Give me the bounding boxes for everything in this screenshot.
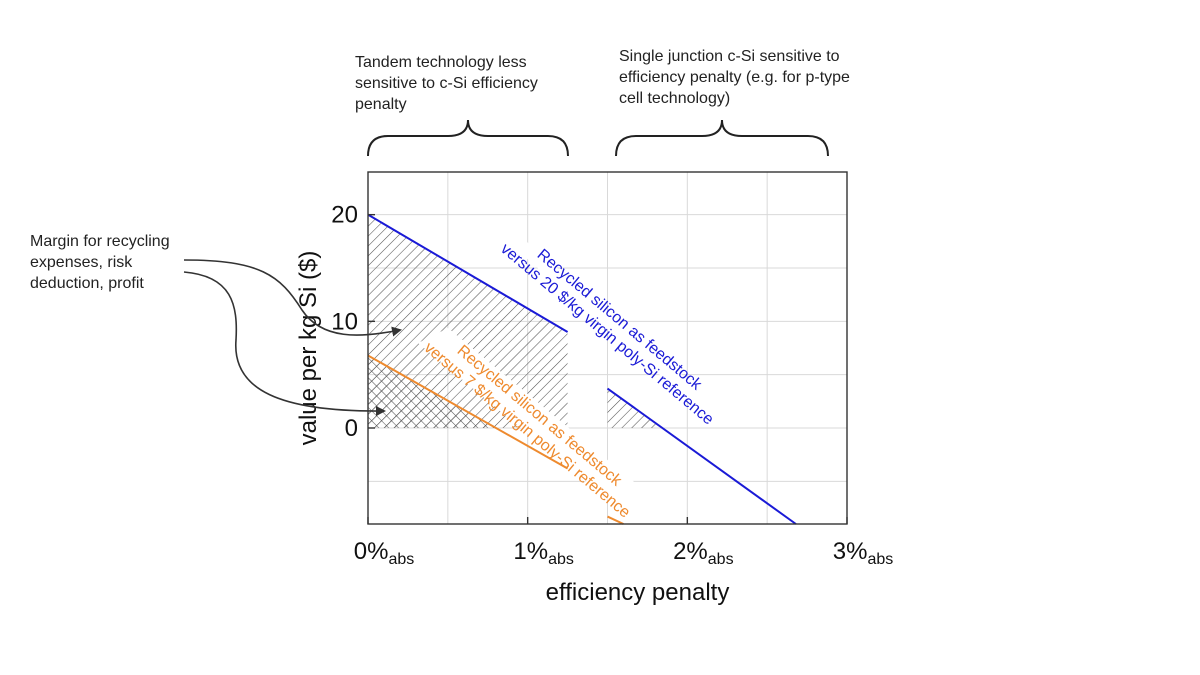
- margin-arrow-lower: [183, 271, 386, 417]
- single-junction-annotation: Single junction c-Si sensitive to effici…: [619, 48, 850, 108]
- y-tick-label: 10: [331, 308, 358, 335]
- single-junction-brace: [615, 119, 829, 157]
- x-tick-label: 1%abs: [513, 538, 573, 568]
- tandem-annotation: Tandem technology less sensitive to c-Si…: [355, 54, 538, 114]
- series-line-blue: [606, 387, 797, 525]
- series-line-blue: [367, 213, 569, 333]
- y-axis-label: value per kg Si ($): [295, 251, 322, 446]
- x-tick-label: 0%abs: [354, 538, 414, 568]
- annotation-layer: [183, 119, 829, 417]
- blue-label-backing: [508, 236, 730, 424]
- tandem-brace: [367, 119, 569, 157]
- hatched-margin-region: [368, 214, 568, 428]
- orange-label-backing: [418, 328, 662, 520]
- series-line-orange: [607, 515, 624, 525]
- series-line-orange: [367, 354, 569, 470]
- margin-arrow-upper: [183, 259, 402, 337]
- x-tick-label: 2%abs: [673, 538, 733, 568]
- y-tick-label: 20: [331, 202, 358, 229]
- x-tick-label: 3%abs: [833, 538, 893, 568]
- x-axis-label: efficiency penalty: [546, 579, 730, 606]
- axes-frame: [367, 171, 848, 525]
- y-tick-label: 0: [345, 415, 358, 442]
- margin-annotation: Margin for recycling expenses, risk dedu…: [30, 233, 170, 293]
